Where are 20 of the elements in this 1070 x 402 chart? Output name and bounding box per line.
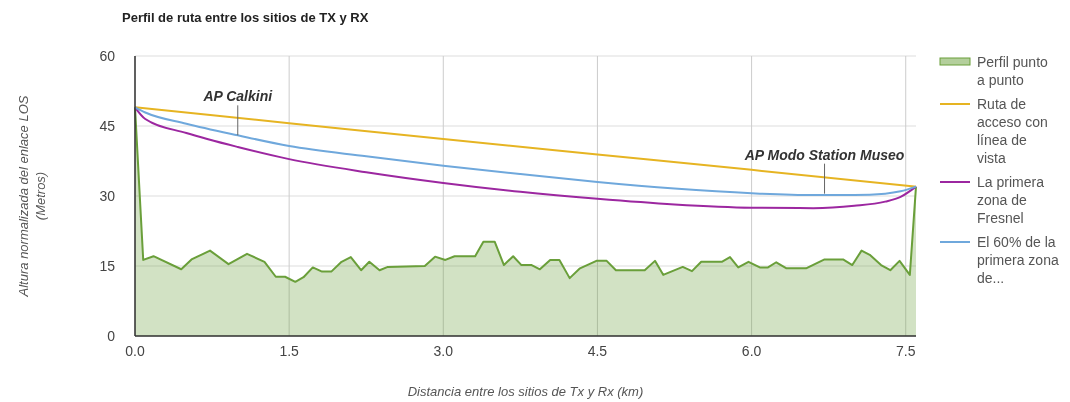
legend-label: La primera zona de Fresnel <box>977 174 1045 226</box>
y-tick-label: 30 <box>99 188 116 204</box>
annotation: AP Calkini <box>202 88 274 105</box>
y-tick-label: 0 <box>107 328 116 344</box>
chart-title: Perfil de ruta entre los sitios de TX y RX <box>122 10 369 25</box>
y-tick-label: 45 <box>99 118 116 134</box>
x-tick-label: 3.0 <box>433 343 454 359</box>
x-tick-label: 4.5 <box>587 343 608 359</box>
x-tick-label: 7.5 <box>895 343 916 359</box>
x-tick-label: 1.5 <box>279 343 300 359</box>
x-tick-label: 0.0 <box>125 343 145 359</box>
legend-label: Perfil punto a punto <box>977 54 1049 88</box>
y-tick-label: 15 <box>99 258 116 274</box>
annotation: AP Modo Station Museo <box>743 146 905 163</box>
y-axis-title: Altura normalizada del enlace LOS (Metros) <box>16 95 48 298</box>
x-axis-title: Distancia entre los sitios de Tx y Rx (km) <box>407 384 644 399</box>
y-tick-label: 60 <box>99 48 116 64</box>
x-tick-label: 6.0 <box>741 343 762 359</box>
legend-label: Ruta de acceso con línea de vista <box>977 96 1048 166</box>
legend-label: El 60% de la primera zona de... <box>977 234 1059 286</box>
